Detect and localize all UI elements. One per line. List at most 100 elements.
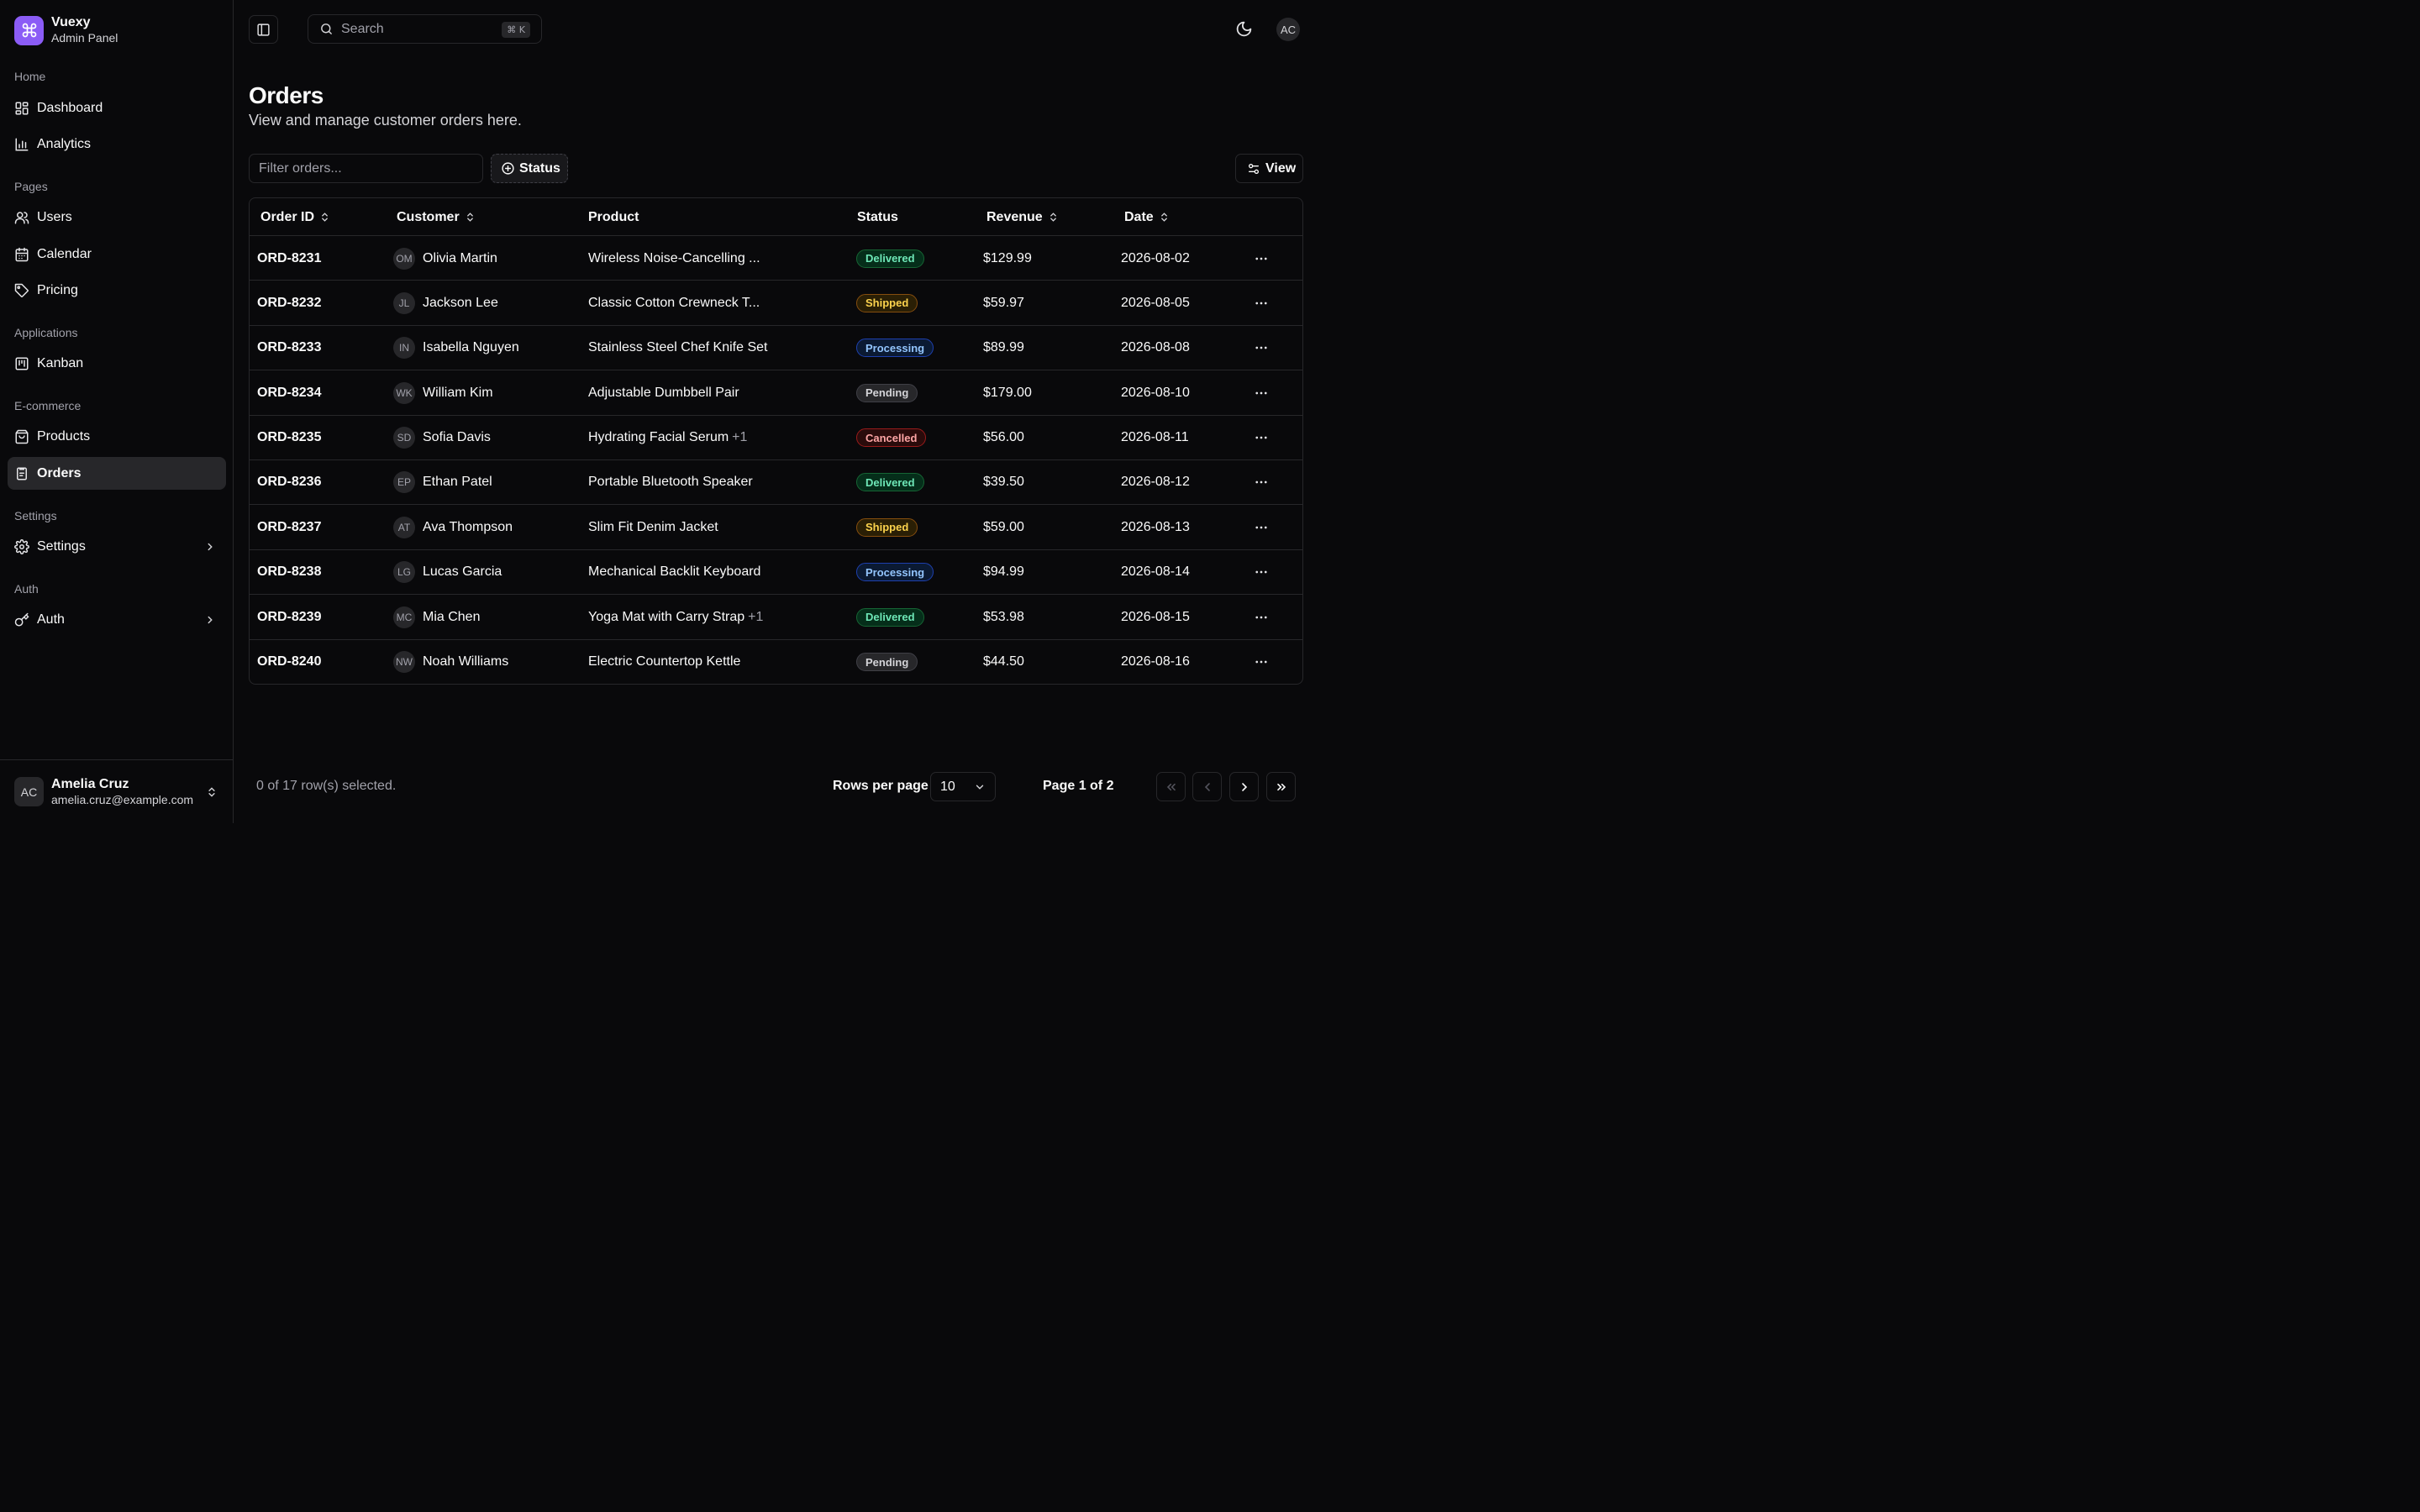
- rows-per-page-select[interactable]: 10: [930, 772, 996, 801]
- view-options-button[interactable]: View: [1235, 154, 1303, 183]
- revenue: $44.50: [983, 654, 1024, 669]
- row-actions-button[interactable]: [1254, 505, 1269, 549]
- table-row[interactable]: ORD-8236 EP Ethan Patel Portable Bluetooth …: [250, 460, 1302, 506]
- brand-name: Vuexy: [51, 15, 91, 29]
- revenue: $59.97: [983, 295, 1024, 310]
- customer-cell: IN Isabella Nguyen: [393, 326, 519, 370]
- status-badge: Delivered: [856, 473, 924, 492]
- table-row[interactable]: ORD-8239 MC Mia Chen Yoga Mat with Carry St…: [250, 595, 1302, 640]
- row-actions-button[interactable]: [1254, 281, 1269, 325]
- sidebar-item-dashboard[interactable]: Dashboard: [8, 92, 226, 124]
- table-header: Order ID Customer Product Status Revenue Date: [250, 198, 1302, 236]
- next-page-button[interactable]: [1229, 772, 1259, 801]
- sort-icon: [465, 212, 476, 223]
- sidebar-item-label: Auth: [37, 612, 65, 627]
- sidebar-item-analytics[interactable]: Analytics: [8, 128, 226, 160]
- product-name: Hydrating Facial Serum: [588, 430, 729, 445]
- product-cell: Hydrating Facial Serum +1: [588, 416, 747, 460]
- table-row[interactable]: ORD-8238 LG Lucas Garcia Mechanical Backlit…: [250, 550, 1302, 596]
- customer-name: Lucas Garcia: [423, 564, 502, 580]
- search-input[interactable]: Search ⌘ K: [308, 14, 542, 44]
- user-menu[interactable]: AC Amelia Cruz amelia.cruz@example.com: [0, 759, 234, 823]
- status-badge: Shipped: [856, 517, 918, 537]
- rows-per-page-label: Rows per page: [833, 779, 929, 793]
- column-header-label: Customer: [397, 209, 460, 224]
- row-actions-button[interactable]: [1254, 550, 1269, 595]
- command-icon: [21, 22, 38, 39]
- tag-icon: [14, 283, 29, 298]
- order-id: ORD-8234: [257, 385, 322, 400]
- status-badge: Delivered: [856, 607, 924, 627]
- column-header-label: Order ID: [260, 209, 315, 224]
- first-page-button[interactable]: [1156, 772, 1186, 801]
- orders-icon: [14, 466, 29, 481]
- column-header-product: Product: [588, 198, 639, 236]
- theme-toggle-button[interactable]: [1235, 20, 1253, 38]
- chevron-right-icon: [204, 541, 216, 553]
- order-id: ORD-8239: [257, 609, 322, 624]
- order-date: 2026-08-14: [1121, 564, 1190, 580]
- row-actions-button[interactable]: [1254, 640, 1269, 684]
- customer-cell: WK William Kim: [393, 370, 493, 415]
- customer-name: Noah Williams: [423, 654, 509, 669]
- chevron-left-icon: [1201, 780, 1214, 794]
- order-id: ORD-8231: [257, 250, 322, 265]
- avatar: EP: [393, 471, 415, 494]
- column-header-label: Revenue: [986, 209, 1043, 224]
- brand[interactable]: Vuexy Admin Panel: [14, 14, 118, 46]
- table-body: ORD-8231 OM Olivia Martin Wireless Noise-Ca…: [250, 236, 1302, 684]
- order-date: 2026-08-11: [1121, 430, 1189, 445]
- column-header-order-id[interactable]: Order ID: [260, 198, 330, 236]
- table-row[interactable]: ORD-8233 IN Isabella Nguyen Stainless Steel…: [250, 326, 1302, 371]
- dashboard-icon: [14, 101, 29, 116]
- order-id: ORD-8237: [257, 519, 322, 534]
- avatar: OM: [393, 247, 415, 270]
- row-actions-button[interactable]: [1254, 236, 1269, 281]
- product-name: Portable Bluetooth Speaker: [588, 475, 753, 490]
- selection-count: 0 of 17 row(s) selected.: [256, 779, 397, 793]
- row-actions-button[interactable]: [1254, 460, 1269, 505]
- sidebar-item-pricing[interactable]: Pricing: [8, 274, 226, 307]
- nav-group-auth: Auth: [14, 582, 39, 596]
- revenue: $53.98: [983, 609, 1024, 624]
- product-cell: Adjustable Dumbbell Pair: [588, 370, 739, 415]
- row-actions-button[interactable]: [1254, 326, 1269, 370]
- sidebar-item-label: Pricing: [37, 282, 78, 297]
- column-header-date[interactable]: Date: [1124, 198, 1170, 236]
- status-cell: Delivered: [856, 236, 924, 281]
- sidebar-item-users[interactable]: Users: [8, 201, 226, 234]
- table-row[interactable]: ORD-8240 NW Noah Williams Electric Countert…: [250, 640, 1302, 684]
- column-header-revenue[interactable]: Revenue: [986, 198, 1059, 236]
- column-header-customer[interactable]: Customer: [397, 198, 476, 236]
- column-header-label: Status: [857, 209, 898, 224]
- chevrons-left-icon: [1165, 780, 1178, 794]
- nav-group-settings: Settings: [14, 509, 57, 522]
- row-actions-button[interactable]: [1254, 416, 1269, 460]
- order-id: ORD-8235: [257, 430, 322, 445]
- sidebar-item-calendar[interactable]: Calendar: [8, 238, 226, 270]
- sidebar-item-label: Products: [37, 428, 91, 444]
- table-row[interactable]: ORD-8237 AT Ava Thompson Slim Fit Denim Jac…: [250, 505, 1302, 550]
- sidebar-item-products[interactable]: Products: [8, 420, 226, 453]
- table-row[interactable]: ORD-8234 WK William Kim Adjustable Dumbbell…: [250, 370, 1302, 416]
- last-page-button[interactable]: [1266, 772, 1296, 801]
- row-actions-button[interactable]: [1254, 370, 1269, 415]
- sidebar-item-kanban[interactable]: Kanban: [8, 347, 226, 380]
- status-filter-button[interactable]: Status: [491, 154, 568, 183]
- customer-cell: NW Noah Williams: [393, 640, 509, 684]
- table-row[interactable]: ORD-8235 SD Sofia Davis Hydrating Facial Se…: [250, 416, 1302, 460]
- order-id: ORD-8233: [257, 340, 322, 355]
- sidebar-toggle-button[interactable]: [249, 15, 278, 44]
- previous-page-button[interactable]: [1192, 772, 1222, 801]
- sidebar-item-orders[interactable]: Orders: [8, 457, 226, 490]
- kanban-icon: [14, 356, 29, 371]
- sidebar-item-auth[interactable]: Auth: [8, 603, 226, 636]
- avatar: JL: [393, 291, 415, 314]
- sidebar-item-settings[interactable]: Settings: [8, 530, 226, 563]
- row-actions-button[interactable]: [1254, 595, 1269, 639]
- avatar[interactable]: AC: [1276, 18, 1300, 41]
- status-badge: Delivered: [856, 249, 924, 268]
- filter-input[interactable]: [249, 154, 483, 183]
- table-row[interactable]: ORD-8232 JL Jackson Lee Classic Cotton Crew…: [250, 281, 1302, 326]
- table-row[interactable]: ORD-8231 OM Olivia Martin Wireless Noise-Ca…: [250, 236, 1302, 281]
